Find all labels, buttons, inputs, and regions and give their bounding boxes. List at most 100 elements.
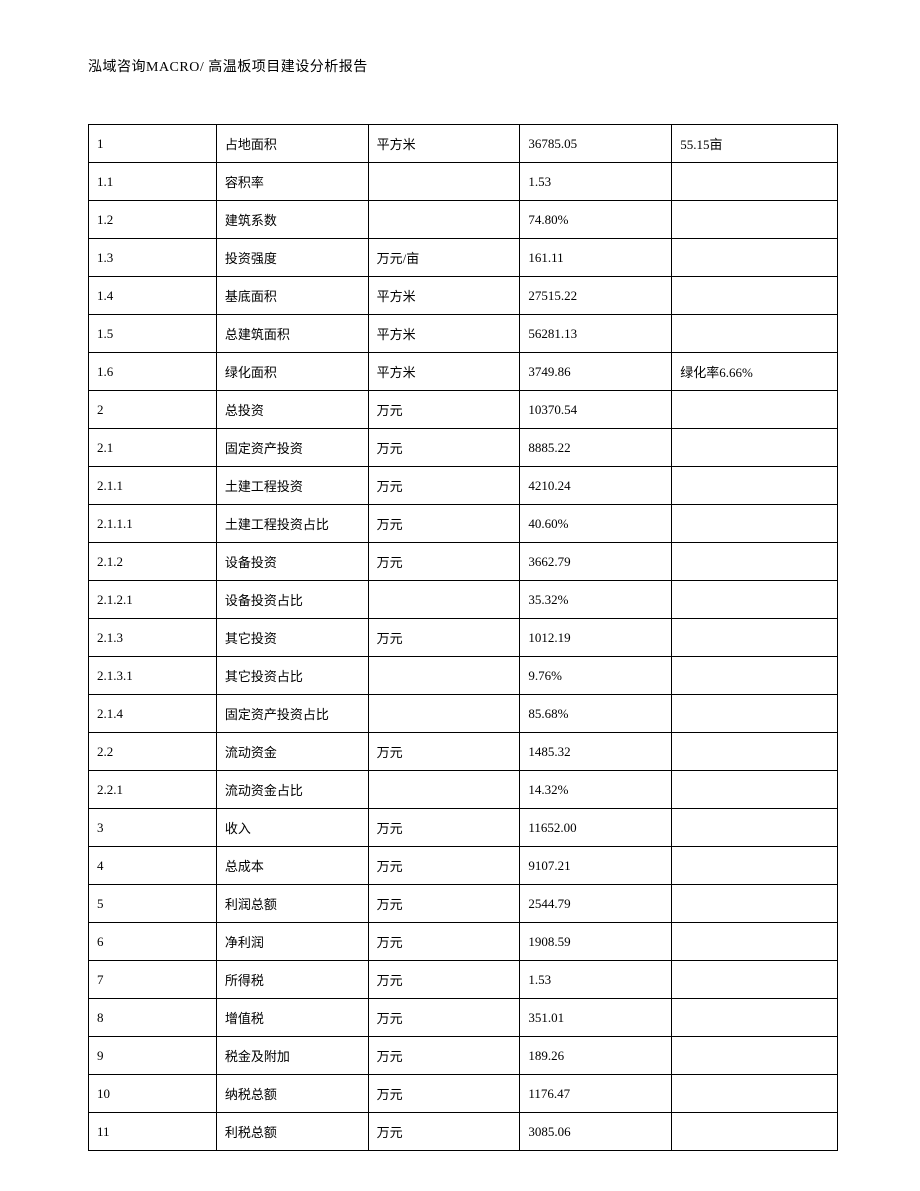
cell-remark bbox=[672, 961, 838, 999]
cell-value: 1012.19 bbox=[520, 619, 672, 657]
cell-remark bbox=[672, 429, 838, 467]
cell-item: 设备投资 bbox=[216, 543, 368, 581]
cell-remark bbox=[672, 543, 838, 581]
cell-index: 6 bbox=[89, 923, 217, 961]
table-row: 4 总成本 万元 9107.21 bbox=[89, 847, 838, 885]
cell-remark bbox=[672, 657, 838, 695]
cell-value: 10370.54 bbox=[520, 391, 672, 429]
cell-index: 1 bbox=[89, 125, 217, 163]
table-row: 2.1.4 固定资产投资占比 85.68% bbox=[89, 695, 838, 733]
cell-unit: 万元/亩 bbox=[368, 239, 520, 277]
cell-value: 8885.22 bbox=[520, 429, 672, 467]
cell-value: 85.68% bbox=[520, 695, 672, 733]
cell-remark: 55.15亩 bbox=[672, 125, 838, 163]
cell-remark bbox=[672, 771, 838, 809]
cell-value: 74.80% bbox=[520, 201, 672, 239]
table-row: 2.2.1 流动资金占比 14.32% bbox=[89, 771, 838, 809]
page-header: 泓域咨询MACRO/ 高温板项目建设分析报告 bbox=[88, 56, 368, 76]
cell-value: 9.76% bbox=[520, 657, 672, 695]
cell-unit bbox=[368, 163, 520, 201]
cell-unit bbox=[368, 581, 520, 619]
cell-unit: 万元 bbox=[368, 1113, 520, 1151]
cell-item: 占地面积 bbox=[216, 125, 368, 163]
cell-remark bbox=[672, 505, 838, 543]
table-row: 2.1.3.1 其它投资占比 9.76% bbox=[89, 657, 838, 695]
cell-remark bbox=[672, 923, 838, 961]
cell-value: 56281.13 bbox=[520, 315, 672, 353]
cell-unit: 万元 bbox=[368, 809, 520, 847]
cell-remark bbox=[672, 1037, 838, 1075]
cell-item: 税金及附加 bbox=[216, 1037, 368, 1075]
table-row: 1.2 建筑系数 74.80% bbox=[89, 201, 838, 239]
cell-value: 161.11 bbox=[520, 239, 672, 277]
cell-unit: 万元 bbox=[368, 1075, 520, 1113]
cell-remark bbox=[672, 277, 838, 315]
cell-remark bbox=[672, 809, 838, 847]
cell-value: 1.53 bbox=[520, 961, 672, 999]
table-row: 6 净利润 万元 1908.59 bbox=[89, 923, 838, 961]
cell-item: 其它投资占比 bbox=[216, 657, 368, 695]
cell-remark bbox=[672, 581, 838, 619]
cell-index: 2.1.4 bbox=[89, 695, 217, 733]
cell-index: 4 bbox=[89, 847, 217, 885]
cell-item: 总投资 bbox=[216, 391, 368, 429]
cell-value: 351.01 bbox=[520, 999, 672, 1037]
cell-value: 189.26 bbox=[520, 1037, 672, 1075]
cell-index: 1.5 bbox=[89, 315, 217, 353]
cell-remark bbox=[672, 733, 838, 771]
cell-value: 1.53 bbox=[520, 163, 672, 201]
cell-item: 设备投资占比 bbox=[216, 581, 368, 619]
cell-index: 2.2.1 bbox=[89, 771, 217, 809]
table-body: 1 占地面积 平方米 36785.05 55.15亩 1.1 容积率 1.53 … bbox=[89, 125, 838, 1151]
table-row: 2.1.3 其它投资 万元 1012.19 bbox=[89, 619, 838, 657]
cell-index: 1.1 bbox=[89, 163, 217, 201]
cell-remark bbox=[672, 885, 838, 923]
cell-unit: 平方米 bbox=[368, 277, 520, 315]
cell-index: 8 bbox=[89, 999, 217, 1037]
cell-value: 9107.21 bbox=[520, 847, 672, 885]
cell-unit: 万元 bbox=[368, 923, 520, 961]
cell-item: 流动资金占比 bbox=[216, 771, 368, 809]
cell-unit: 万元 bbox=[368, 1037, 520, 1075]
cell-value: 3662.79 bbox=[520, 543, 672, 581]
cell-index: 5 bbox=[89, 885, 217, 923]
cell-item: 固定资产投资 bbox=[216, 429, 368, 467]
table-row: 2.1.1.1 土建工程投资占比 万元 40.60% bbox=[89, 505, 838, 543]
cell-item: 净利润 bbox=[216, 923, 368, 961]
cell-remark bbox=[672, 695, 838, 733]
data-table: 1 占地面积 平方米 36785.05 55.15亩 1.1 容积率 1.53 … bbox=[88, 124, 838, 1151]
cell-remark bbox=[672, 999, 838, 1037]
cell-index: 2.1.1 bbox=[89, 467, 217, 505]
table-row: 8 增值税 万元 351.01 bbox=[89, 999, 838, 1037]
cell-index: 2.1.2 bbox=[89, 543, 217, 581]
cell-value: 1485.32 bbox=[520, 733, 672, 771]
cell-item: 纳税总额 bbox=[216, 1075, 368, 1113]
cell-unit: 万元 bbox=[368, 961, 520, 999]
cell-index: 2 bbox=[89, 391, 217, 429]
cell-remark bbox=[672, 619, 838, 657]
cell-unit bbox=[368, 695, 520, 733]
cell-index: 7 bbox=[89, 961, 217, 999]
table-row: 2.1.1 土建工程投资 万元 4210.24 bbox=[89, 467, 838, 505]
cell-index: 1.3 bbox=[89, 239, 217, 277]
cell-unit: 万元 bbox=[368, 847, 520, 885]
table-row: 5 利润总额 万元 2544.79 bbox=[89, 885, 838, 923]
cell-value: 11652.00 bbox=[520, 809, 672, 847]
cell-value: 3085.06 bbox=[520, 1113, 672, 1151]
cell-item: 增值税 bbox=[216, 999, 368, 1037]
cell-index: 3 bbox=[89, 809, 217, 847]
cell-remark: 绿化率6.66% bbox=[672, 353, 838, 391]
cell-remark bbox=[672, 163, 838, 201]
cell-unit: 万元 bbox=[368, 733, 520, 771]
cell-item: 土建工程投资占比 bbox=[216, 505, 368, 543]
cell-unit bbox=[368, 771, 520, 809]
cell-value: 36785.05 bbox=[520, 125, 672, 163]
table-row: 1.1 容积率 1.53 bbox=[89, 163, 838, 201]
cell-item: 所得税 bbox=[216, 961, 368, 999]
cell-value: 27515.22 bbox=[520, 277, 672, 315]
cell-item: 总建筑面积 bbox=[216, 315, 368, 353]
table-row: 1.6 绿化面积 平方米 3749.86 绿化率6.66% bbox=[89, 353, 838, 391]
cell-remark bbox=[672, 1113, 838, 1151]
cell-index: 2.1.1.1 bbox=[89, 505, 217, 543]
cell-remark bbox=[672, 1075, 838, 1113]
